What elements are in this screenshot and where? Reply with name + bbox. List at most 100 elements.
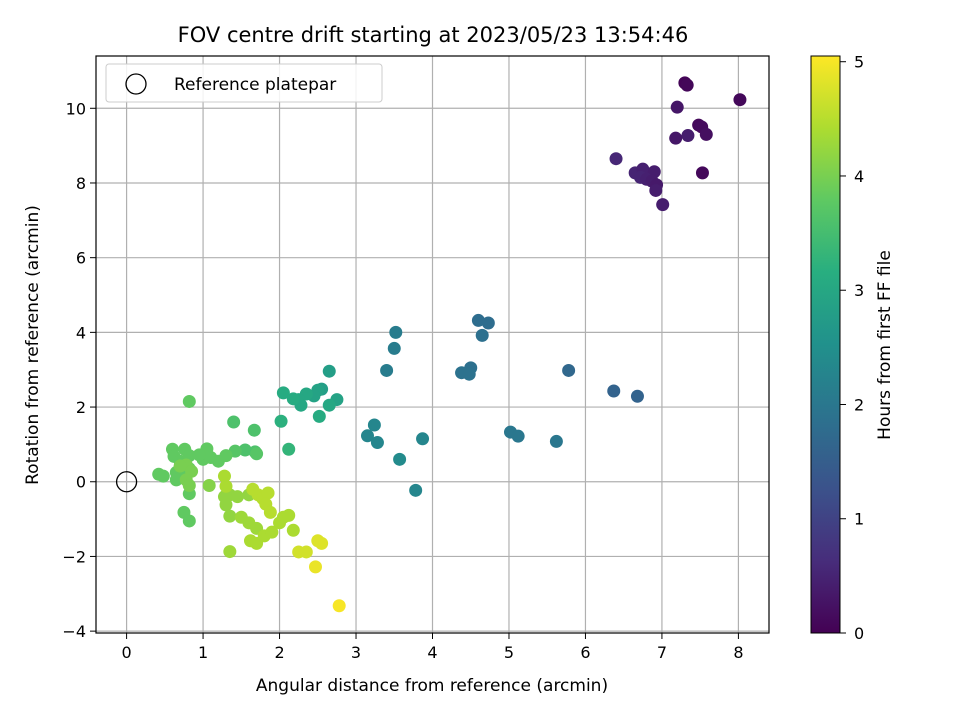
scatter-point [681,129,695,143]
scatter-point [322,398,336,412]
scatter-point [387,341,401,355]
scatter-point [169,473,183,487]
x-tick-label: 7 [657,643,667,662]
scatter-point [670,100,684,114]
scatter-point [607,384,621,398]
scatter-point [219,498,233,512]
scatter-point [609,152,623,166]
scatter-point [247,423,261,437]
scatter-point [299,545,313,559]
scatter-point [261,486,275,500]
scatter-point [649,183,663,197]
scatter-point [223,545,237,559]
scatter-point [286,392,300,406]
y-axis-ticks: −4 −2 0 2 4 6 8 10 [62,99,96,641]
scatter-point [265,525,279,539]
grid [96,56,769,633]
scatter-point [656,198,670,212]
scatter-point [549,434,563,448]
y-tick-label: −4 [62,622,86,641]
x-tick-label: 1 [198,643,208,662]
scatter-point [360,429,374,443]
colorbar-tick-label: 3 [854,281,864,300]
colorbar-tick-label: 2 [854,395,864,414]
scatter-point [182,394,196,408]
scatter-point [202,478,216,492]
scatter-point [370,436,384,450]
x-tick-label: 3 [351,643,361,662]
scatter-point [274,414,288,428]
legend-marker-icon [125,73,147,95]
chart-title: FOV centre drift starting at 2023/05/23 … [178,23,689,47]
x-tick-label: 6 [580,643,590,662]
y-tick-label: −2 [62,547,86,566]
scatter-point [332,599,346,613]
scatter-point [173,459,187,473]
scatter-point [680,78,694,92]
scatter-point [733,93,747,107]
scatter-point [562,363,576,377]
y-tick-label: 8 [76,174,86,193]
scatter-point [308,560,322,574]
scatter-point [481,316,495,330]
scatter-point [182,514,196,528]
scatter-point [263,505,277,519]
reference-marker-group [115,471,138,493]
scatter-point [695,166,709,180]
scatter-point [276,386,290,400]
scatter-point [367,418,381,432]
scatter-point [416,432,430,446]
colorbar-gradient [810,55,841,634]
scatter-point [699,127,713,141]
y-tick-label: 2 [76,398,86,417]
colorbar-tick-label: 4 [854,167,864,186]
scatter-point [511,429,525,443]
scatter-point [322,364,336,378]
scatter-point [471,313,485,327]
scatter-point [282,508,296,522]
scatter-point [223,509,237,523]
colorbar: 0 1 2 3 4 5 Hours from first FF file [810,53,895,643]
scatter-point [219,479,233,493]
y-axis-label: Rotation from reference (arcmin) [23,205,43,485]
legend-label: Reference platepar [174,75,336,95]
colorbar-tick-label: 5 [854,53,864,72]
scatter-point [227,415,241,429]
x-tick-label: 5 [504,643,514,662]
scatter-point [669,131,683,145]
scatter-point [315,536,329,550]
scatter-point [217,469,231,483]
scatter-point [630,389,644,403]
scatter-point [156,469,170,483]
data-points [152,76,747,613]
scatter-point [219,449,233,463]
x-axis-label: Angular distance from reference (arcmin) [256,676,608,696]
scatter-point [192,448,206,462]
scatter-point [182,478,196,492]
scatter-point [380,363,394,377]
scatter-point [389,325,403,339]
scatter-point [312,409,326,423]
x-tick-label: 0 [121,643,131,662]
x-axis-ticks: 0 1 2 3 4 5 6 7 8 [121,633,744,662]
scatter-point [286,523,300,537]
scatter-point [282,442,296,456]
colorbar-label: Hours from first FF file [875,250,895,440]
scatter-point [393,452,407,466]
x-tick-label: 8 [733,643,743,662]
scatter-point [409,483,423,497]
reference-marker [115,471,138,493]
x-tick-label: 2 [274,643,284,662]
scatter-point [230,490,244,504]
y-tick-label: 0 [76,473,86,492]
scatter-point [462,367,476,381]
y-tick-label: 10 [66,99,86,118]
plot-area: 0 1 2 3 4 5 6 7 8 −4 −2 0 2 4 6 8 10 [62,55,770,662]
colorbar-ticks: 0 1 2 3 4 5 [840,53,864,643]
legend-box [105,63,383,103]
scatter-point [475,328,489,342]
y-tick-label: 6 [76,249,86,268]
x-tick-label: 4 [427,643,437,662]
legend: Reference platepar [105,63,383,103]
